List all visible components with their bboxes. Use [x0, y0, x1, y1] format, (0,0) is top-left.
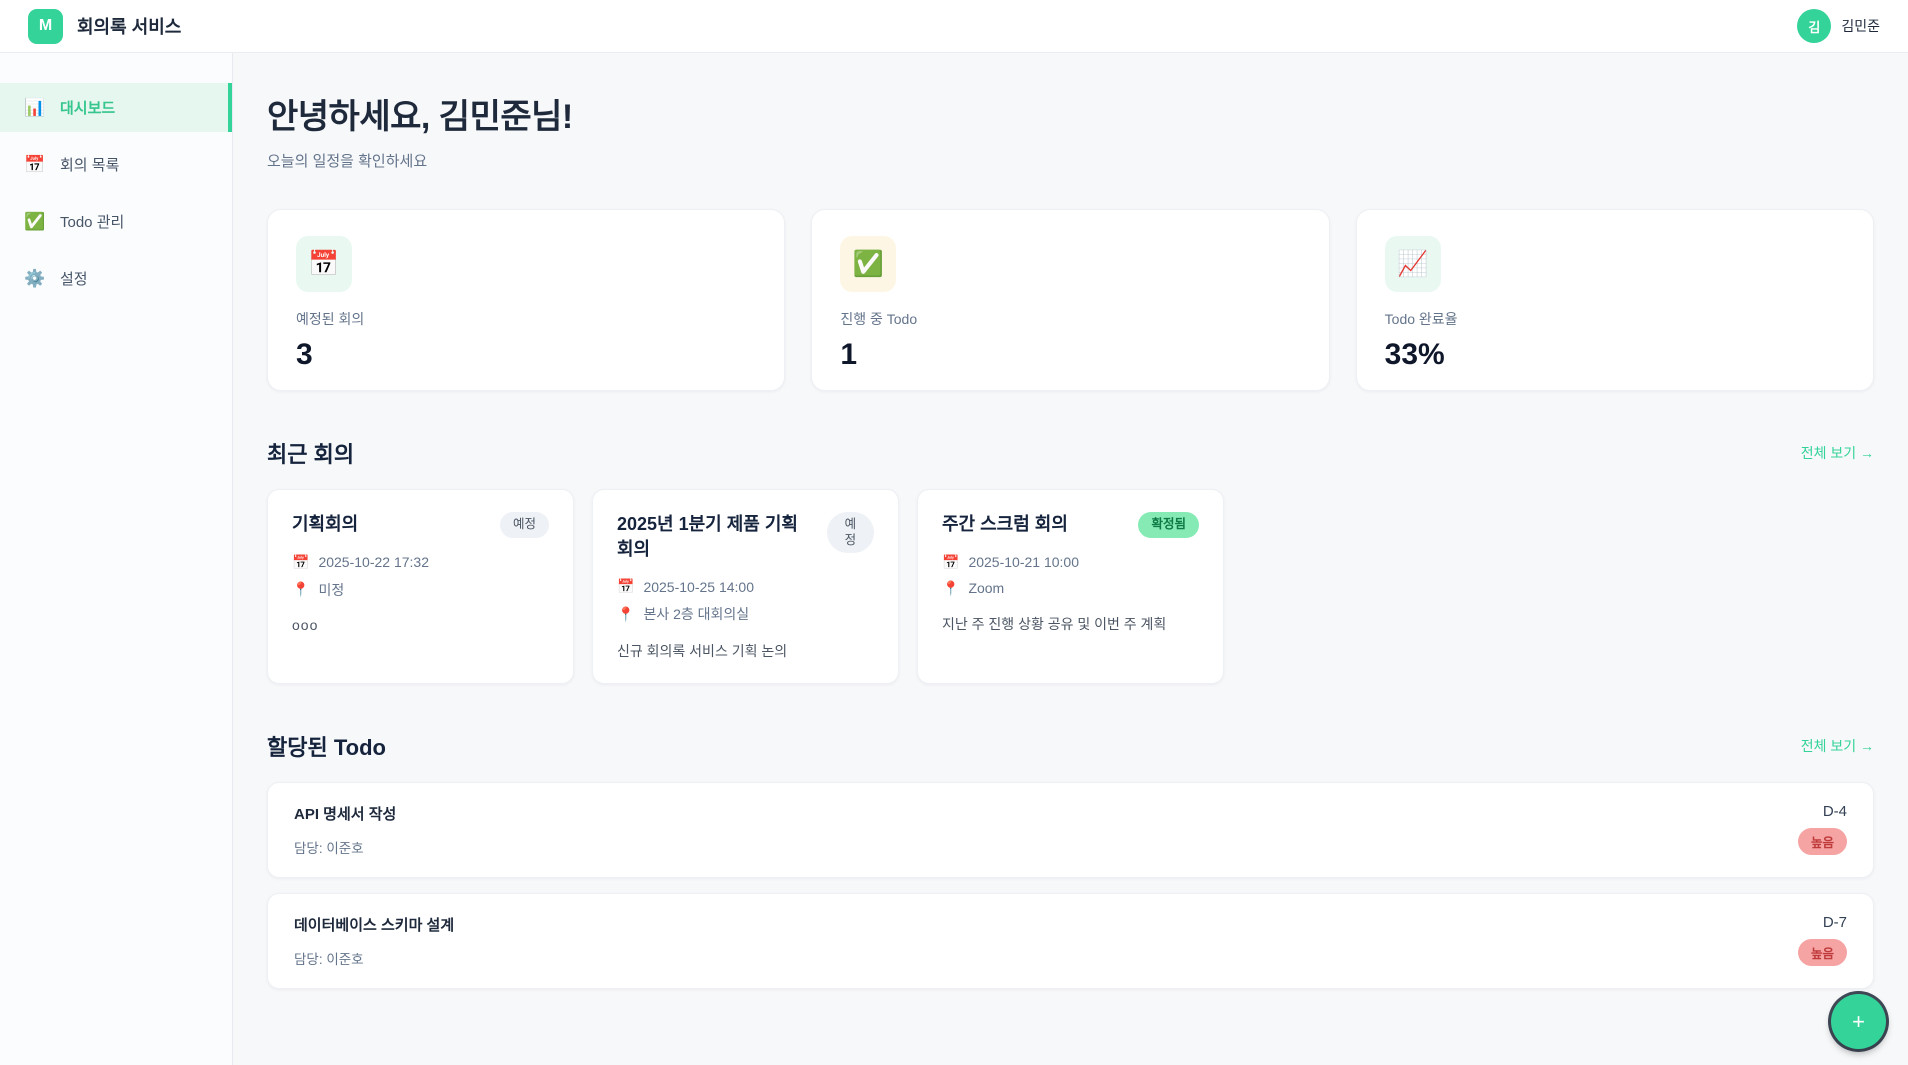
sidebar-item-settings[interactable]: ⚙️ 설정: [0, 254, 232, 303]
sidebar-item-label: 회의 목록: [60, 157, 120, 174]
calendar-icon: 📅: [296, 236, 352, 292]
todo-row[interactable]: API 명세서 작성 담당: 이준호 D-4 높음: [267, 782, 1874, 879]
meeting-card[interactable]: 주간 스크럼 회의 확정됨 📅 2025-10-21 10:00 📍 Zoom …: [917, 489, 1224, 685]
bar-chart-icon: 📊: [24, 97, 46, 117]
calendar-icon: 📅: [942, 553, 960, 570]
meeting-title: 2025년 1분기 제품 기획 회의: [617, 514, 798, 560]
meeting-datetime: 2025-10-21 10:00: [968, 554, 1079, 571]
greeting-title: 안녕하세요, 김민준님!: [267, 98, 573, 136]
calendar-icon: 📅: [24, 154, 46, 174]
status-badge: 확정됨: [1138, 512, 1199, 538]
meeting-location: Zoom: [968, 580, 1005, 597]
assigned-todos-header: 할당된 Todo 전체 보기 →: [267, 730, 1874, 762]
meeting-description: 지난 주 진행 상황 공유 및 이번 주 계획: [942, 615, 1167, 632]
stat-value: 1: [840, 338, 858, 371]
view-all-todos-link[interactable]: 전체 보기 →: [1800, 738, 1874, 755]
meeting-location: 본사 2층 대회의실: [643, 606, 750, 623]
stat-label: Todo 완료율: [1384, 311, 1458, 327]
greeting-subtitle: 오늘의 일정을 확인하세요: [267, 153, 428, 170]
stat-card-todo-completion: 📈 Todo 완료율 33%: [1355, 209, 1874, 391]
calendar-icon: 📅: [617, 578, 635, 595]
app-header: M 회의록 서비스 김 김민준: [0, 0, 1908, 53]
recent-meetings-header: 최근 회의 전체 보기 →: [267, 437, 1874, 469]
meeting-datetime: 2025-10-22 17:32: [318, 554, 429, 571]
status-badge: 예정: [499, 512, 549, 538]
meetings-grid: 기획회의 예정 📅 2025-10-22 17:32 📍 미정 ooo: [267, 489, 1874, 685]
app-logo-icon: M: [28, 8, 63, 44]
check-box-icon: ✅: [24, 211, 46, 231]
sidebar-item-todos[interactable]: ✅ Todo 관리: [0, 197, 232, 246]
meeting-description: ooo: [292, 616, 319, 633]
stats-row: 📅 예정된 회의 3 ✅ 진행 중 Todo 1 📈 Todo 완료율 33%: [267, 209, 1874, 391]
meeting-title: 기획회의: [292, 514, 359, 534]
sidebar-item-meetings[interactable]: 📅 회의 목록: [0, 140, 232, 189]
pin-icon: 📍: [942, 579, 960, 596]
calendar-icon: 📅: [292, 553, 310, 570]
sidebar-item-label: Todo 관리: [60, 214, 125, 231]
stat-value: 33%: [1384, 338, 1445, 371]
pin-icon: 📍: [617, 605, 635, 622]
section-title: 최근 회의: [267, 442, 355, 467]
stat-label: 예정된 회의: [296, 311, 365, 327]
meeting-title: 주간 스크럼 회의: [942, 514, 1068, 534]
stat-label: 진행 중 Todo: [840, 311, 918, 327]
meeting-card[interactable]: 기획회의 예정 📅 2025-10-22 17:32 📍 미정 ooo: [267, 489, 574, 685]
todo-title: 데이터베이스 스키마 설계: [294, 917, 455, 935]
meeting-card[interactable]: 2025년 1분기 제품 기획 회의 예정 📅 2025-10-25 14:00…: [592, 489, 899, 685]
section-title: 할당된 Todo: [267, 735, 386, 761]
status-badge: 예정: [826, 512, 874, 554]
sidebar-item-label: 대시보드: [60, 100, 116, 117]
priority-badge: 높음: [1797, 939, 1847, 967]
todo-dday: D-4: [1822, 803, 1847, 821]
meeting-description: 신규 회의록 서비스 기획 논의: [617, 643, 788, 660]
pin-icon: 📍: [292, 581, 310, 598]
view-all-meetings-link[interactable]: 전체 보기 →: [1800, 445, 1874, 461]
user-name: 김민준: [1841, 18, 1880, 34]
todo-row[interactable]: 데이터베이스 스키마 설계 담당: 이준호 D-7 높음: [267, 893, 1874, 990]
brand: M 회의록 서비스: [28, 8, 182, 44]
todo-list: API 명세서 작성 담당: 이준호 D-4 높음 데이터베이스 스키마 설계 …: [267, 782, 1874, 990]
check-box-icon: ✅: [840, 236, 897, 292]
gear-icon: ⚙️: [24, 268, 46, 288]
stat-card-upcoming-meetings: 📅 예정된 회의 3: [267, 209, 786, 391]
sidebar-item-label: 설정: [60, 271, 88, 288]
sidebar-item-dashboard[interactable]: 📊 대시보드: [0, 83, 232, 132]
meeting-datetime: 2025-10-25 14:00: [643, 578, 754, 595]
todo-assignee: 담당: 이준호: [294, 841, 364, 857]
todo-assignee: 담당: 이준호: [294, 952, 364, 968]
user-menu[interactable]: 김 김민준: [1797, 9, 1880, 43]
main-content: 안녕하세요, 김민준님! 오늘의 일정을 확인하세요 📅 예정된 회의 3 ✅ …: [233, 53, 1908, 1065]
sidebar: 📊 대시보드 📅 회의 목록 ✅ Todo 관리 ⚙️ 설정: [0, 53, 233, 1065]
meeting-location: 미정: [318, 581, 345, 598]
add-button[interactable]: +: [1831, 994, 1886, 1049]
todo-title: API 명세서 작성: [294, 806, 397, 824]
stat-value: 3: [296, 338, 313, 371]
app-title: 회의록 서비스: [77, 17, 182, 37]
avatar[interactable]: 김: [1797, 9, 1832, 43]
chart-up-icon: 📈: [1384, 236, 1441, 292]
stat-card-in-progress-todos: ✅ 진행 중 Todo 1: [811, 209, 1330, 391]
priority-badge: 높음: [1797, 828, 1847, 856]
todo-dday: D-7: [1822, 914, 1847, 932]
